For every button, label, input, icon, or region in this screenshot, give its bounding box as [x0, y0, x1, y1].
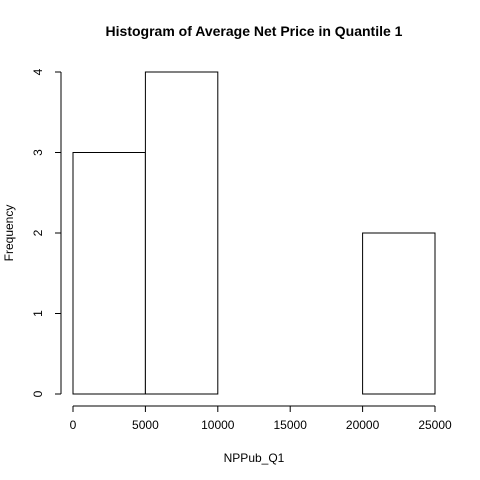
y-tick-label-3: 3: [31, 149, 45, 156]
y-axis: 0 1 2 3 4: [31, 68, 62, 397]
x-axis-label: NPPub_Q1: [224, 451, 285, 465]
x-axis: 0 5000 10000 15000 20000 25000: [70, 405, 452, 432]
histogram-bar-0: [72, 152, 146, 395]
x-tick-label-3: 15000: [274, 418, 308, 432]
x-tick-label-0: 0: [70, 418, 77, 432]
x-tick-label-5: 25000: [418, 418, 452, 432]
y-tick-label-2: 2: [31, 229, 45, 236]
x-tick-label-1: 5000: [132, 418, 159, 432]
histogram-bars: [72, 71, 436, 395]
histogram-bar-4: [362, 232, 436, 395]
chart-title: Histogram of Average Net Price in Quanti…: [106, 23, 403, 39]
x-tick-label-4: 20000: [346, 418, 380, 432]
y-tick-label-0: 0: [31, 390, 45, 397]
y-tick-label-4: 4: [31, 68, 45, 75]
y-axis-label: Frequency: [2, 205, 16, 262]
histogram-bar-1: [144, 71, 219, 395]
y-tick-label-1: 1: [31, 310, 45, 317]
x-tick-label-2: 10000: [201, 418, 235, 432]
